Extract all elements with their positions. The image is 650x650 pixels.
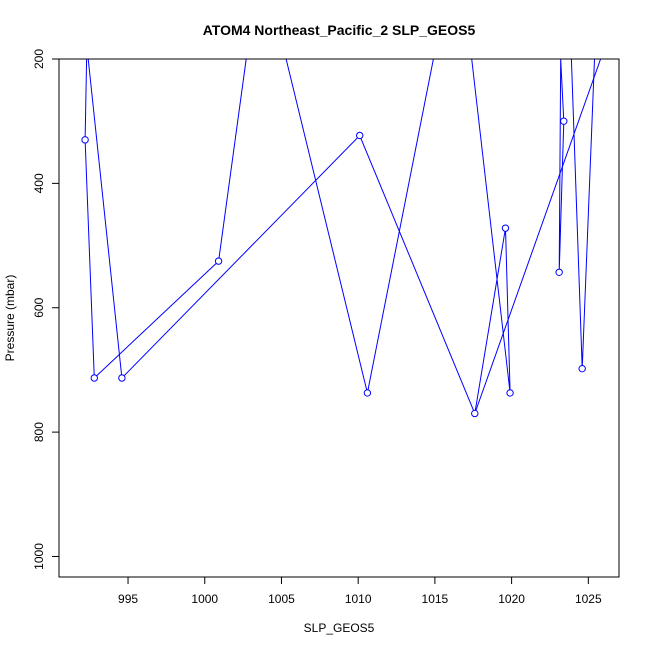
data-point xyxy=(506,389,514,397)
series-line xyxy=(84,59,511,416)
data-point xyxy=(81,136,89,144)
y-axis: 200 400 600 800 1000 xyxy=(32,49,60,570)
x-tick-label: 1025 xyxy=(575,592,602,606)
data-point xyxy=(560,117,568,125)
data-point xyxy=(578,364,586,373)
y-tick-label: 1000 xyxy=(32,543,46,570)
x-tick-label: 1010 xyxy=(345,592,372,606)
data-point xyxy=(471,409,479,418)
y-tick-label: 800 xyxy=(32,422,46,442)
data-point xyxy=(555,268,563,276)
chart-title: ATOM4 Northeast_Pacific_2 SLP_GEOS5 xyxy=(203,22,476,38)
x-tick-label: 1005 xyxy=(268,592,295,606)
y-tick-label: 200 xyxy=(32,49,46,69)
data-point xyxy=(214,257,223,265)
series-line xyxy=(474,59,602,414)
series-line xyxy=(558,59,565,273)
x-tick-label: 1020 xyxy=(498,592,525,606)
data-point xyxy=(501,224,510,232)
data-point xyxy=(363,389,372,397)
x-axis-label: SLP_GEOS5 xyxy=(304,621,375,635)
markers-layer xyxy=(81,117,586,418)
data-point xyxy=(118,374,126,382)
x-axis: 995 1000 1005 1010 1015 1020 1025 xyxy=(118,576,602,606)
y-tick-label: 400 xyxy=(32,173,46,193)
x-tick-label: 1000 xyxy=(191,592,218,606)
data-point xyxy=(356,131,364,140)
x-tick-label: 995 xyxy=(118,592,138,606)
y-axis-label: Pressure (mbar) xyxy=(3,275,17,362)
x-tick-label: 1015 xyxy=(422,592,449,606)
y-tick-label: 600 xyxy=(32,297,46,317)
data-point xyxy=(90,374,98,382)
